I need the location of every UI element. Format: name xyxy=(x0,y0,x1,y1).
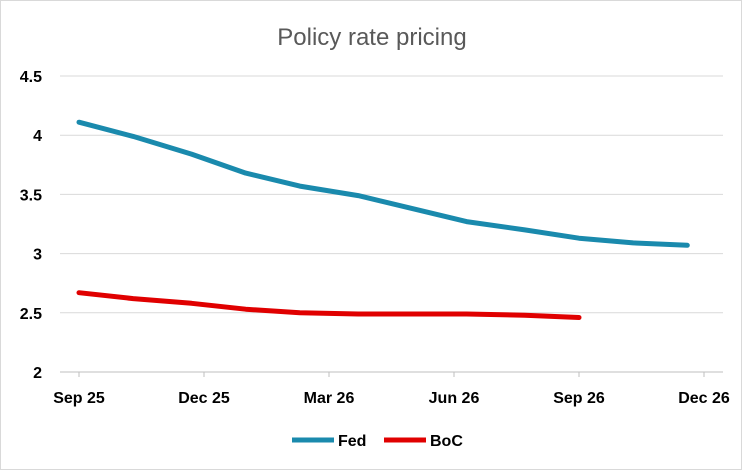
x-axis-ticks: Sep 25 Dec 25 Mar 26 Jun 26 Sep 26 Dec 26 xyxy=(53,372,730,407)
y-tick-label: 4.5 xyxy=(20,69,42,86)
series-lines xyxy=(76,119,690,320)
series-line-boc xyxy=(76,290,582,320)
y-tick-label: 4 xyxy=(33,128,42,145)
x-tick-label: Dec 26 xyxy=(678,390,730,407)
x-tick-label: Sep 25 xyxy=(53,390,105,407)
y-tick-label: 3 xyxy=(33,247,42,264)
y-tick-label: 3.5 xyxy=(20,187,42,204)
x-tick-label: Sep 26 xyxy=(553,390,605,407)
x-tick-label: Mar 26 xyxy=(304,390,355,407)
series-line-fed xyxy=(76,119,690,248)
x-tick-label: Dec 25 xyxy=(178,390,230,407)
x-tick-label: Jun 26 xyxy=(429,390,480,407)
gridlines xyxy=(60,75,723,373)
y-tick-label: 2.5 xyxy=(20,306,42,323)
legend-label-fed: Fed xyxy=(338,433,366,450)
y-tick-label: 2 xyxy=(33,365,42,382)
legend: Fed BoC xyxy=(292,433,463,450)
y-axis-ticks: 2 2.5 3 3.5 4 4.5 xyxy=(20,69,42,382)
chart-title: Policy rate pricing xyxy=(277,24,466,51)
legend-label-boc: BoC xyxy=(430,433,463,450)
